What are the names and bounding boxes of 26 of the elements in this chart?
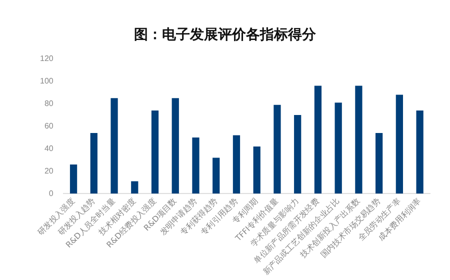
y-tick-label: 120 bbox=[40, 54, 54, 64]
bar bbox=[232, 135, 240, 194]
bar bbox=[376, 132, 383, 194]
bar bbox=[172, 98, 179, 194]
bar bbox=[314, 86, 322, 194]
bar bbox=[151, 110, 159, 194]
bar bbox=[294, 114, 302, 194]
bar bbox=[274, 104, 281, 194]
bar bbox=[334, 102, 342, 194]
bar bbox=[110, 98, 118, 194]
bar bbox=[212, 158, 220, 194]
bar bbox=[70, 164, 78, 194]
y-tick-label: 20 bbox=[44, 166, 54, 176]
bar bbox=[131, 181, 138, 194]
y-tick-label: 60 bbox=[44, 121, 54, 130]
bar bbox=[355, 86, 362, 194]
bar bbox=[90, 132, 98, 194]
chart-title: 图：电子发展评价各指标得分 bbox=[133, 26, 317, 44]
bar bbox=[192, 137, 200, 194]
bar bbox=[416, 110, 424, 194]
y-tick-label: 100 bbox=[40, 76, 54, 86]
y-tick-label: 0 bbox=[48, 188, 54, 198]
bar bbox=[396, 94, 404, 194]
y-tick-label: 40 bbox=[44, 144, 54, 153]
y-tick-label: 80 bbox=[44, 98, 54, 108]
bar bbox=[253, 146, 260, 194]
